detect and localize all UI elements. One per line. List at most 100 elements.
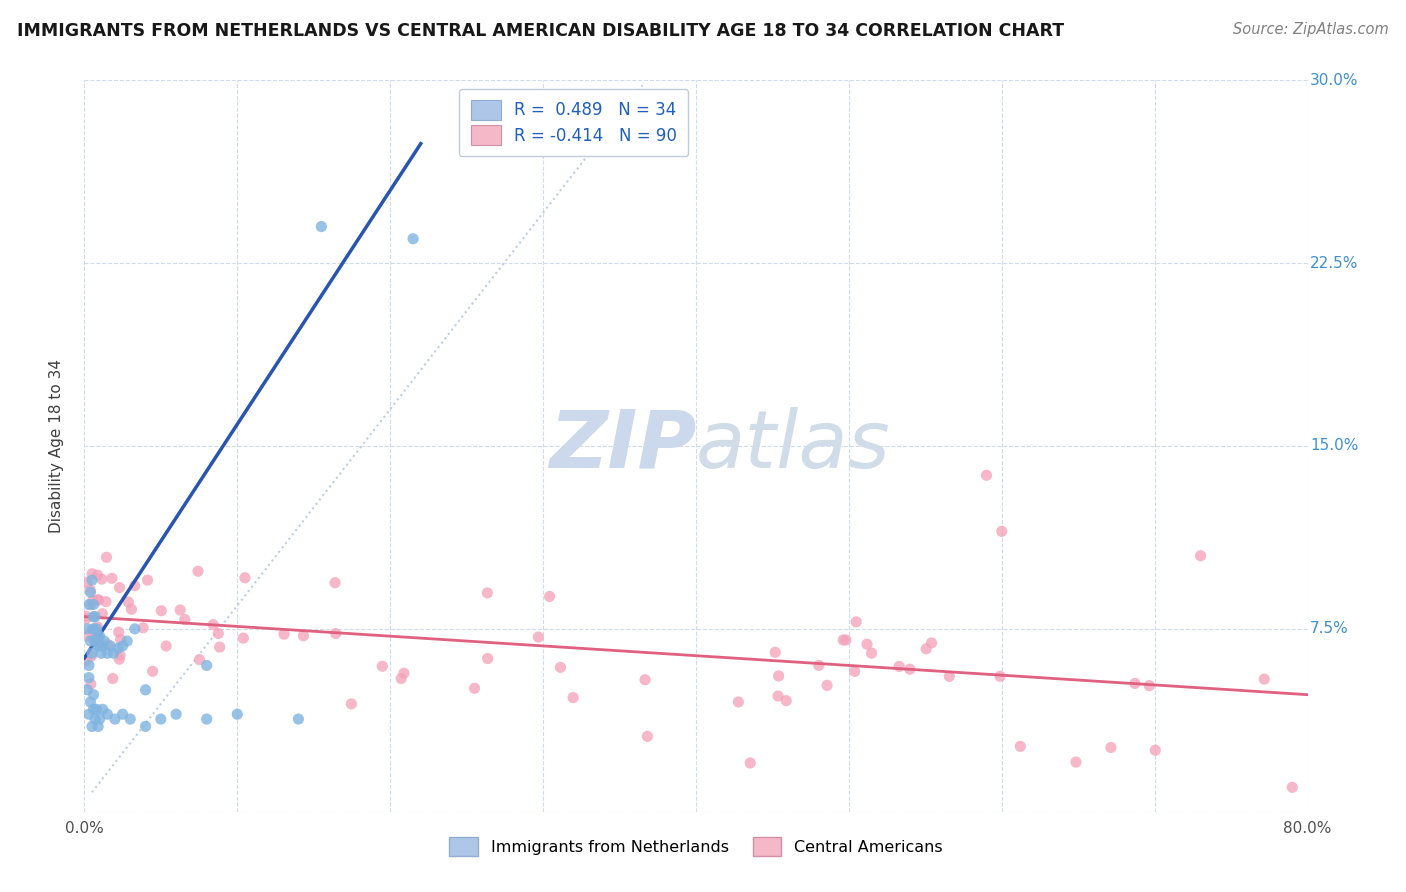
Point [115,634,138,648]
Point [80,646,103,660]
Point [84,712,107,726]
Point [86,634,108,648]
Point [173,613,195,627]
Point [79,582,101,597]
Point [80,649,103,664]
Point [96,646,118,660]
Point [311,219,333,234]
Point [155,639,177,653]
Point [82,632,104,646]
Point [86,620,108,634]
Point [636,729,658,743]
Point [110,632,132,647]
Point [915,641,938,656]
Point [1010,739,1032,754]
Point [371,659,394,673]
Point [97,637,120,651]
Point [76,575,98,590]
Point [83,702,105,716]
Point [107,625,129,640]
Point [292,629,315,643]
Point [1253,672,1275,686]
Point [90,572,112,586]
Point [87,593,110,607]
Y-axis label: Disability Age 18 to 34: Disability Age 18 to 34 [49,359,63,533]
Point [202,617,225,632]
Point [90,646,112,660]
Point [740,756,762,770]
Point [991,524,1014,539]
Point [464,681,486,696]
Point [527,630,550,644]
Point [938,669,960,683]
Point [150,604,173,618]
Point [108,652,131,666]
Point [87,629,110,643]
Text: 30.0%: 30.0% [1310,73,1358,87]
Point [82,593,104,607]
Point [98,639,121,653]
Point [86,702,108,716]
Text: 7.5%: 7.5% [1310,622,1348,636]
Point [77,658,100,673]
Point [108,581,131,595]
Point [76,622,98,636]
Point [477,651,499,665]
Point [562,690,585,705]
Point [226,707,249,722]
Point [142,665,165,679]
Point [80,719,103,733]
Point [91,639,114,653]
Point [77,671,100,685]
Point [86,568,108,582]
Point [1123,676,1146,690]
Point [835,632,858,647]
Point [1281,780,1303,795]
Point [766,689,789,703]
Point [1137,679,1160,693]
Point [187,564,209,578]
Point [96,550,118,565]
Point [89,712,111,726]
Point [135,682,157,697]
Point [79,695,101,709]
Point [727,695,749,709]
Point [111,707,134,722]
Point [124,622,146,636]
Point [79,634,101,648]
Point [775,693,797,707]
Point [860,646,883,660]
Point [107,641,129,656]
Point [392,666,415,681]
Point [232,631,254,645]
Point [96,707,118,722]
Point [89,639,111,653]
Point [988,669,1011,683]
Point [149,712,172,726]
Text: atlas: atlas [696,407,891,485]
Text: 22.5%: 22.5% [1310,256,1358,270]
Point [807,658,830,673]
Point [91,607,114,621]
Point [80,573,103,587]
Point [89,629,111,643]
Point [273,627,295,641]
Point [323,575,346,590]
Point [763,645,786,659]
Point [898,662,921,676]
Text: Source: ZipAtlas.com: Source: ZipAtlas.com [1233,22,1389,37]
Point [340,697,363,711]
Point [768,669,790,683]
Point [856,637,879,651]
Point [75,609,97,624]
Point [538,590,561,604]
Point [634,673,657,687]
Point [845,615,868,629]
Point [325,626,347,640]
Point [132,621,155,635]
Point [93,634,115,648]
Point [82,566,104,581]
Point [169,603,191,617]
Point [87,719,110,733]
Point [1189,549,1212,563]
